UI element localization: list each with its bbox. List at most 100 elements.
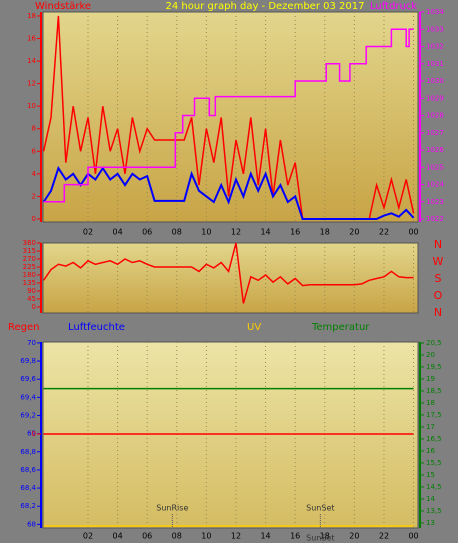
y2-tick-label: 1027 (426, 129, 444, 137)
y-tick-label: 69,2 (20, 411, 36, 419)
x-tick-label: 14 (260, 532, 270, 541)
series-label: Luftfeuchte (68, 322, 125, 333)
compass-label: O (434, 289, 443, 302)
y-tick-label: 70 (27, 339, 36, 347)
x-tick-label: 02 (83, 228, 93, 237)
y-tick-label: 69,6 (20, 375, 36, 383)
y2-tick-label: 17 (426, 423, 435, 431)
y2-tick-label: 1022 (426, 215, 444, 223)
y-tick-label: 68,8 (20, 448, 36, 456)
y2-tick-label: 19 (426, 375, 435, 383)
plot-area (42, 11, 419, 223)
compass-label: N (434, 238, 442, 251)
series-label: UV (247, 322, 261, 333)
y2-tick-label: 15,5 (426, 459, 442, 467)
y2-tick-label: 13 (426, 519, 435, 527)
y2-tick-label: 1025 (426, 163, 444, 171)
x-tick-label: 16 (290, 228, 300, 237)
y2-tick-label: 13,5 (426, 507, 442, 515)
x-tick-label: 10 (201, 228, 211, 237)
y2-tick-label: 1031 (426, 60, 444, 68)
x-tick-label: 06 (142, 532, 152, 541)
y-tick-label: 68,6 (20, 466, 36, 474)
y-tick-label: 68 (27, 520, 36, 528)
plot-area (42, 242, 419, 314)
compass-label: N (434, 306, 442, 319)
y-tick-label: 315 (23, 247, 36, 255)
x-tick-label: 12 (231, 228, 241, 237)
series-label: Temperatur (311, 322, 370, 333)
y-tick-label: 10 (27, 102, 36, 110)
y-tick-label: 2 (32, 192, 36, 200)
y-tick-label: 12 (27, 80, 36, 88)
chart-title: 24 hour graph day - Dezember 03 2017 (166, 1, 365, 12)
series-tick-label: 0 (32, 430, 36, 438)
y2-tick-label: 1028 (426, 112, 444, 120)
y2-tick-label: 20,5 (426, 339, 442, 347)
x-tick-label: 00 (408, 228, 418, 237)
x-tick-label: 14 (260, 228, 270, 237)
y-tick-label: 0 (32, 303, 36, 311)
x-tick-label: 16 (290, 532, 300, 541)
x-tick-label: 08 (172, 532, 182, 541)
y-tick-label: 69,8 (20, 357, 36, 365)
y2-tick-label: 1034 (426, 8, 444, 16)
right-label: Luftdruck (370, 1, 417, 12)
y-tick-label: 225 (23, 263, 36, 271)
y2-tick-label: 18 (426, 399, 435, 407)
y2-tick-label: 16 (426, 447, 435, 455)
y-tick-label: 270 (23, 255, 36, 263)
y-tick-label: 16 (27, 35, 36, 43)
y2-tick-label: 1030 (426, 77, 444, 85)
y2-tick-label: 1033 (426, 25, 444, 33)
x-tick-label: 12 (231, 532, 241, 541)
x-tick-label: 18 (320, 228, 330, 237)
y-tick-label: 68,2 (20, 502, 36, 510)
y-tick-label: 4 (32, 170, 37, 178)
left-label: Windstärke (35, 1, 91, 12)
x-tick-label: 04 (112, 228, 122, 237)
y-tick-label: 69,4 (20, 393, 36, 401)
y2-tick-label: 18,5 (426, 387, 442, 395)
x-tick-label: 02 (83, 532, 93, 541)
y-tick-label: 360 (23, 239, 36, 247)
y2-tick-label: 1023 (426, 198, 444, 206)
y-tick-label: 45 (27, 295, 36, 303)
x-tick-label: 00 (408, 532, 418, 541)
y-tick-label: 14 (27, 57, 36, 65)
series-line (42, 242, 414, 304)
y-tick-label: 68,4 (20, 484, 36, 492)
series-line (43, 28, 414, 203)
y-tick-label: 8 (32, 125, 36, 133)
y2-tick-label: 14 (426, 495, 435, 503)
x-tick-label: 08 (172, 228, 182, 237)
y2-tick-label: 16,5 (426, 435, 442, 443)
x-tick-label: 20 (349, 532, 359, 541)
series-label: Regen (8, 322, 40, 333)
y2-tick-label: 1029 (426, 94, 444, 102)
y2-tick-label: 14,5 (426, 483, 442, 491)
x-tick-label: 20 (349, 228, 359, 237)
x-tick-label: 10 (201, 532, 211, 541)
series-line (42, 165, 415, 220)
y2-tick-label: 17,5 (426, 411, 442, 419)
y2-tick-label: 20 (426, 351, 435, 359)
x-tick-label: 22 (379, 228, 389, 237)
y2-tick-label: 15 (426, 471, 435, 479)
x-tick-label: 06 (142, 228, 152, 237)
x-tick-label: 04 (112, 532, 122, 541)
y-tick-label: 90 (27, 287, 36, 295)
compass-label: W (433, 255, 444, 268)
compass-label: S (435, 272, 442, 285)
y-tick-label: 6 (32, 147, 37, 155)
y2-tick-label: 19,5 (426, 363, 442, 371)
sun-label: SunRise (156, 504, 188, 513)
sun-label: SunSet (306, 504, 334, 513)
y-tick-label: 0 (32, 215, 36, 223)
x-tick-label: 18 (320, 532, 330, 541)
y-tick-label: 135 (23, 279, 36, 287)
y2-tick-label: 1032 (426, 43, 444, 51)
y-tick-label: 18 (27, 12, 36, 20)
x-tick-label: 22 (379, 532, 389, 541)
